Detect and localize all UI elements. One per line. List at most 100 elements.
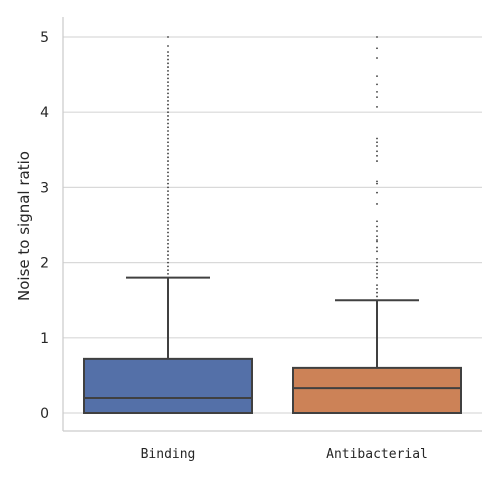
outlier-point: [167, 224, 169, 226]
outlier-point: [167, 77, 169, 80]
outlier-point: [376, 137, 378, 140]
outlier-point: [376, 150, 378, 153]
outlier-point: [376, 90, 378, 93]
outlier-point: [167, 103, 169, 106]
axes: [62, 17, 482, 432]
y-tick-label: 3: [40, 180, 49, 196]
outlier-point: [376, 36, 378, 38]
outlier-point: [167, 269, 169, 272]
outlier-point: [376, 203, 378, 205]
outlier-point: [376, 182, 378, 185]
iqr-box: [83, 357, 253, 414]
y-tick-label: 5: [40, 30, 49, 46]
y-tick-label: 4: [40, 105, 49, 121]
outlier-point: [167, 182, 169, 185]
outlier-point: [376, 47, 378, 50]
outlier-point: [167, 265, 169, 268]
outlier-point: [167, 126, 169, 129]
outlier-point: [167, 51, 169, 53]
box-group-antibacterial: [292, 36, 462, 415]
outlier-point: [376, 83, 378, 86]
outlier-point: [376, 284, 378, 287]
outlier-point: [167, 100, 169, 102]
iqr-box: [292, 366, 462, 415]
y-tick-labels: 0 1 2 3 4 5: [40, 30, 49, 422]
outlier-point: [167, 84, 169, 87]
y-tick-label: 1: [40, 331, 49, 347]
outlier-point: [167, 73, 169, 76]
outlier-point: [167, 148, 169, 151]
outlier-point: [167, 197, 169, 200]
outlier-point: [376, 240, 378, 243]
outlier-point: [376, 191, 378, 194]
outlier-point: [376, 106, 378, 108]
outlier-point: [376, 246, 378, 249]
outlier-point: [167, 257, 169, 260]
x-tick-label: Binding: [141, 447, 196, 462]
outlier-point: [167, 254, 169, 256]
outlier-point: [167, 69, 169, 72]
outlier-point: [376, 265, 378, 268]
outlier-point: [167, 227, 169, 230]
outlier-point: [167, 212, 169, 215]
outlier-point: [167, 118, 169, 121]
outlier-point: [167, 242, 169, 245]
outlier-point: [167, 152, 169, 155]
boxes: [83, 36, 462, 415]
outlier-point: [167, 167, 169, 170]
outlier-point: [167, 130, 169, 132]
outlier-point: [167, 54, 169, 57]
outlier-point: [167, 66, 169, 68]
outlier-point: [376, 180, 378, 183]
outlier-point: [376, 75, 378, 78]
outlier-point: [376, 145, 378, 147]
x-tick-labels: Binding Antibacterial: [141, 447, 428, 462]
outlier-point: [167, 201, 169, 204]
outlier-point: [167, 92, 169, 95]
outlier-point: [167, 88, 169, 91]
outlier-point: [376, 220, 378, 223]
outlier-point: [167, 62, 169, 65]
outlier-point: [167, 175, 169, 178]
box-group-binding: [83, 36, 253, 414]
outlier-point: [167, 190, 169, 193]
outlier-point: [167, 111, 169, 114]
outlier-point: [376, 291, 378, 294]
outlier-point: [167, 261, 169, 264]
outlier-point: [167, 209, 169, 211]
outlier-point: [167, 160, 169, 162]
outlier-point: [167, 205, 169, 208]
outlier-point: [167, 156, 169, 159]
outlier-point: [376, 250, 378, 253]
outlier-point: [167, 246, 169, 249]
outlier-point: [167, 58, 169, 61]
outlier-point: [167, 81, 169, 84]
outlier-point: [376, 269, 378, 272]
outlier-point: [376, 295, 378, 298]
outlier-point: [376, 96, 378, 99]
y-tick-label: 0: [40, 406, 49, 422]
outlier-point: [167, 250, 169, 253]
outlier-point: [376, 141, 378, 144]
outlier-point: [167, 96, 169, 99]
outlier-point: [376, 160, 378, 162]
outlier-point: [167, 137, 169, 140]
y-axis-label: Noise to signal ratio: [15, 151, 33, 301]
outlier-point: [167, 216, 169, 219]
outlier-point: [376, 235, 378, 238]
outlier-point: [376, 239, 378, 241]
outlier-point: [167, 235, 169, 238]
outlier-point: [167, 145, 169, 147]
outlier-point: [376, 272, 378, 275]
outlier-point: [376, 225, 378, 228]
outlier-point: [167, 141, 169, 144]
gridlines: [63, 36, 482, 414]
outlier-point: [167, 231, 169, 234]
outlier-point: [167, 45, 169, 47]
outlier-point: [376, 57, 378, 59]
y-tick-label: 2: [40, 256, 49, 272]
outlier-point: [376, 276, 378, 279]
outlier-point: [167, 186, 169, 189]
outlier-point: [167, 239, 169, 241]
